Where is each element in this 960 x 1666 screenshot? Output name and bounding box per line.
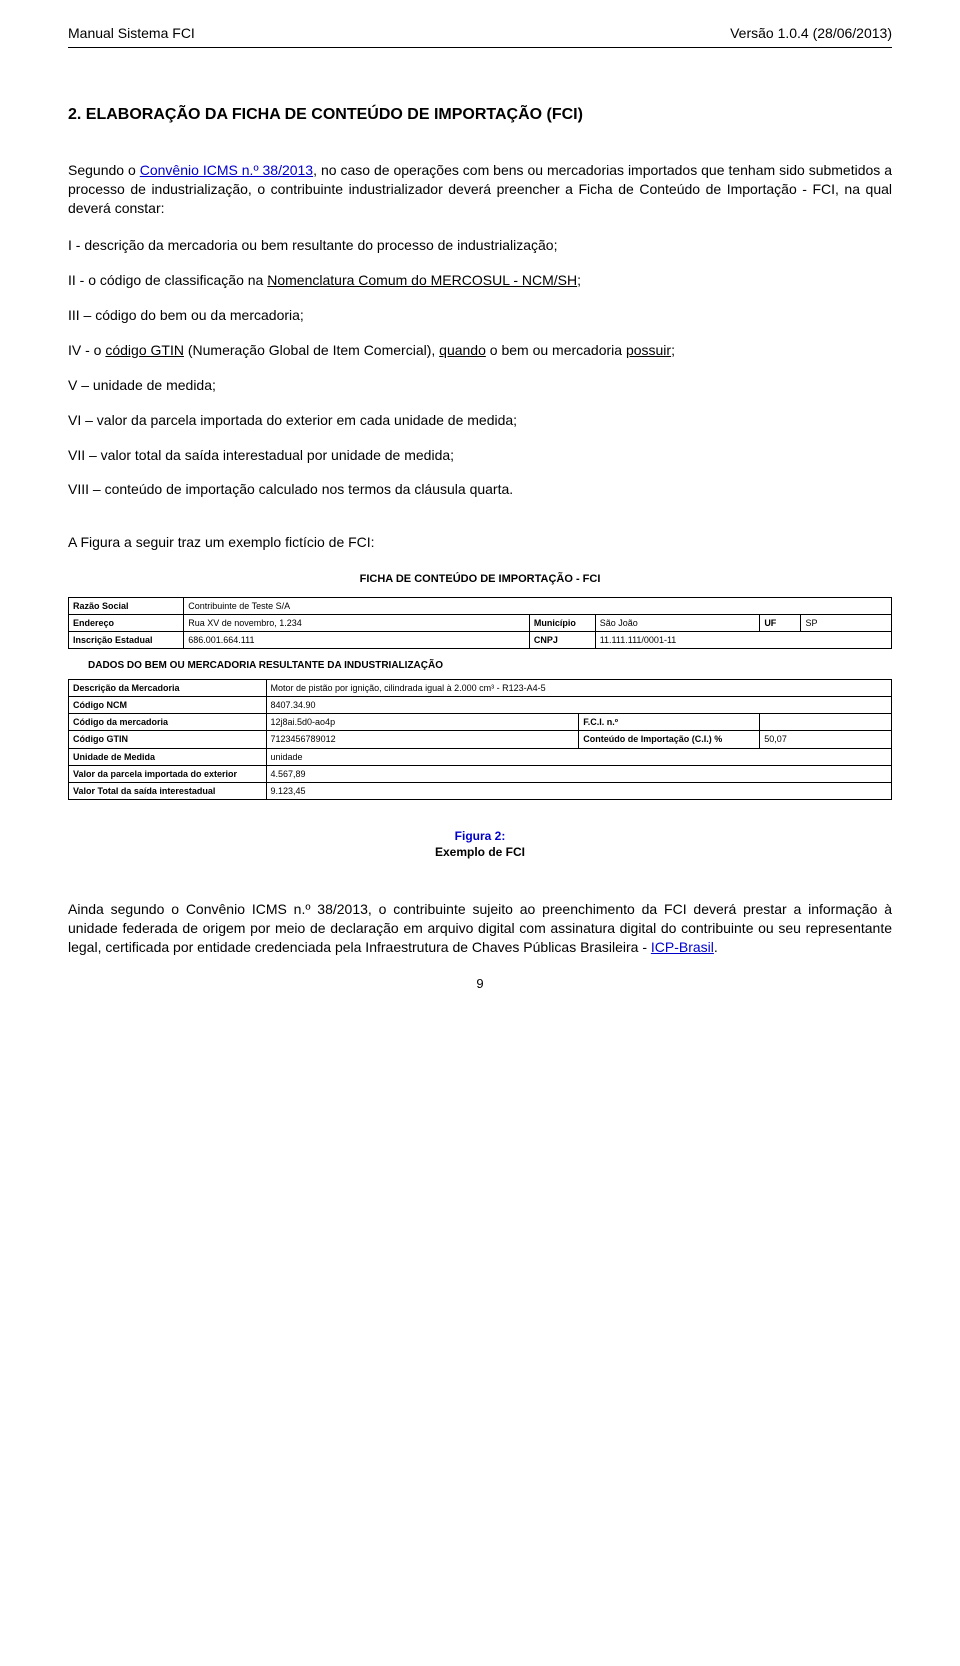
- cell-label: Endereço: [69, 615, 184, 632]
- item-ii-underline: Nomenclatura Comum do MERCOSUL - NCM/SH: [267, 272, 577, 288]
- cell-label: Código NCM: [69, 697, 267, 714]
- cell-label: Descrição da Mercadoria: [69, 679, 267, 696]
- figure-intro: A Figura a seguir traz um exemplo fictíc…: [68, 533, 892, 552]
- cell-value: São João: [595, 615, 760, 632]
- fci-data-table: Descrição da Mercadoria Motor de pistão …: [68, 679, 892, 800]
- item-ii: II - o código de classificação na Nomenc…: [68, 271, 892, 290]
- cell-value: Motor de pistão por ignição, cilindrada …: [266, 679, 891, 696]
- cell-label: UF: [760, 615, 801, 632]
- item-iv: IV - o código GTIN (Numeração Global de …: [68, 341, 892, 360]
- header-right: Versão 1.0.4 (28/06/2013): [730, 24, 892, 43]
- table-row: Código NCM 8407.34.90: [69, 697, 892, 714]
- closing-paragraph: Ainda segundo o Convênio ICMS n.º 38/201…: [68, 900, 892, 957]
- table-row: Unidade de Medida unidade: [69, 748, 892, 765]
- cell-label: CNPJ: [529, 632, 595, 649]
- fci-header-table: Razão Social Contribuinte de Teste S/A E…: [68, 597, 892, 649]
- fci-figure: FICHA DE CONTEÚDO DE IMPORTAÇÃO - FCI Ra…: [68, 572, 892, 800]
- cell-value: 9.123,45: [266, 782, 891, 799]
- cell-value: 7123456789012: [266, 731, 579, 748]
- table-row: Descrição da Mercadoria Motor de pistão …: [69, 679, 892, 696]
- fci-subtitle: DADOS DO BEM OU MERCADORIA RESULTANTE DA…: [88, 659, 892, 673]
- cell-value: [760, 714, 892, 731]
- convenio-link[interactable]: Convênio ICMS n.º 38/2013: [140, 162, 313, 178]
- cell-label: Município: [529, 615, 595, 632]
- fci-title: FICHA DE CONTEÚDO DE IMPORTAÇÃO - FCI: [68, 572, 892, 587]
- table-row: Inscrição Estadual 686.001.664.111 CNPJ …: [69, 632, 892, 649]
- cell-value: 12j8ai.5d0-ao4p: [266, 714, 579, 731]
- section-title: 2. ELABORAÇÃO DA FICHA DE CONTEÚDO DE IM…: [68, 104, 892, 126]
- cell-value: Rua XV de novembro, 1.234: [184, 615, 530, 632]
- item-iv-suffix: ;: [671, 342, 675, 358]
- closing-prefix: Ainda segundo o Convênio ICMS n.º 38/201…: [68, 901, 892, 955]
- table-row: Valor da parcela importada do exterior 4…: [69, 765, 892, 782]
- cell-value: Contribuinte de Teste S/A: [184, 598, 892, 615]
- cell-value: 4.567,89: [266, 765, 891, 782]
- item-iv-mid: (Numeração Global de Item Comercial),: [184, 342, 439, 358]
- figure-number: Figura 2:: [455, 829, 506, 843]
- cell-label: Inscrição Estadual: [69, 632, 184, 649]
- item-iv-prefix: IV - o: [68, 342, 105, 358]
- table-row: Endereço Rua XV de novembro, 1.234 Munic…: [69, 615, 892, 632]
- figure-caption: Figura 2: Exemplo de FCI: [68, 828, 892, 860]
- cell-value: unidade: [266, 748, 891, 765]
- item-iv-u3: possuir: [626, 342, 671, 358]
- icp-brasil-link[interactable]: ICP-Brasil: [651, 939, 714, 955]
- closing-suffix: .: [714, 939, 718, 955]
- header-left: Manual Sistema FCI: [68, 24, 195, 43]
- item-viii: VIII – conteúdo de importação calculado …: [68, 480, 892, 499]
- item-ii-prefix: II - o código de classificação na: [68, 272, 267, 288]
- cell-value: SP: [801, 615, 892, 632]
- item-iii: III – código do bem ou da mercadoria;: [68, 306, 892, 325]
- item-iv-u2: quando: [439, 342, 486, 358]
- table-row: Código da mercadoria 12j8ai.5d0-ao4p F.C…: [69, 714, 892, 731]
- item-vi: VI – valor da parcela importada do exter…: [68, 411, 892, 430]
- table-row: Valor Total da saída interestadual 9.123…: [69, 782, 892, 799]
- cell-label: Unidade de Medida: [69, 748, 267, 765]
- cell-value: 686.001.664.111: [184, 632, 530, 649]
- item-vii: VII – valor total da saída interestadual…: [68, 446, 892, 465]
- cell-label: Código da mercadoria: [69, 714, 267, 731]
- item-ii-suffix: ;: [577, 272, 581, 288]
- intro-prefix: Segundo o: [68, 162, 140, 178]
- cell-label: F.C.I. n.º: [579, 714, 760, 731]
- page-number: 9: [68, 975, 892, 993]
- header-rule: [68, 47, 892, 48]
- cell-label: Código GTIN: [69, 731, 267, 748]
- item-iv-mid2: o bem ou mercadoria: [486, 342, 626, 358]
- intro-paragraph: Segundo o Convênio ICMS n.º 38/2013, no …: [68, 161, 892, 218]
- table-row: Código GTIN 7123456789012 Conteúdo de Im…: [69, 731, 892, 748]
- cell-label: Valor Total da saída interestadual: [69, 782, 267, 799]
- cell-label: Razão Social: [69, 598, 184, 615]
- item-v: V – unidade de medida;: [68, 376, 892, 395]
- item-i: I - descrição da mercadoria ou bem resul…: [68, 236, 892, 255]
- cell-value: 8407.34.90: [266, 697, 891, 714]
- cell-value: 11.111.111/0001-11: [595, 632, 891, 649]
- cell-value: 50,07: [760, 731, 892, 748]
- table-row: Razão Social Contribuinte de Teste S/A: [69, 598, 892, 615]
- figure-description: Exemplo de FCI: [435, 845, 525, 859]
- cell-label: Conteúdo de Importação (C.I.) %: [579, 731, 760, 748]
- item-iv-u1: código GTIN: [105, 342, 184, 358]
- cell-label: Valor da parcela importada do exterior: [69, 765, 267, 782]
